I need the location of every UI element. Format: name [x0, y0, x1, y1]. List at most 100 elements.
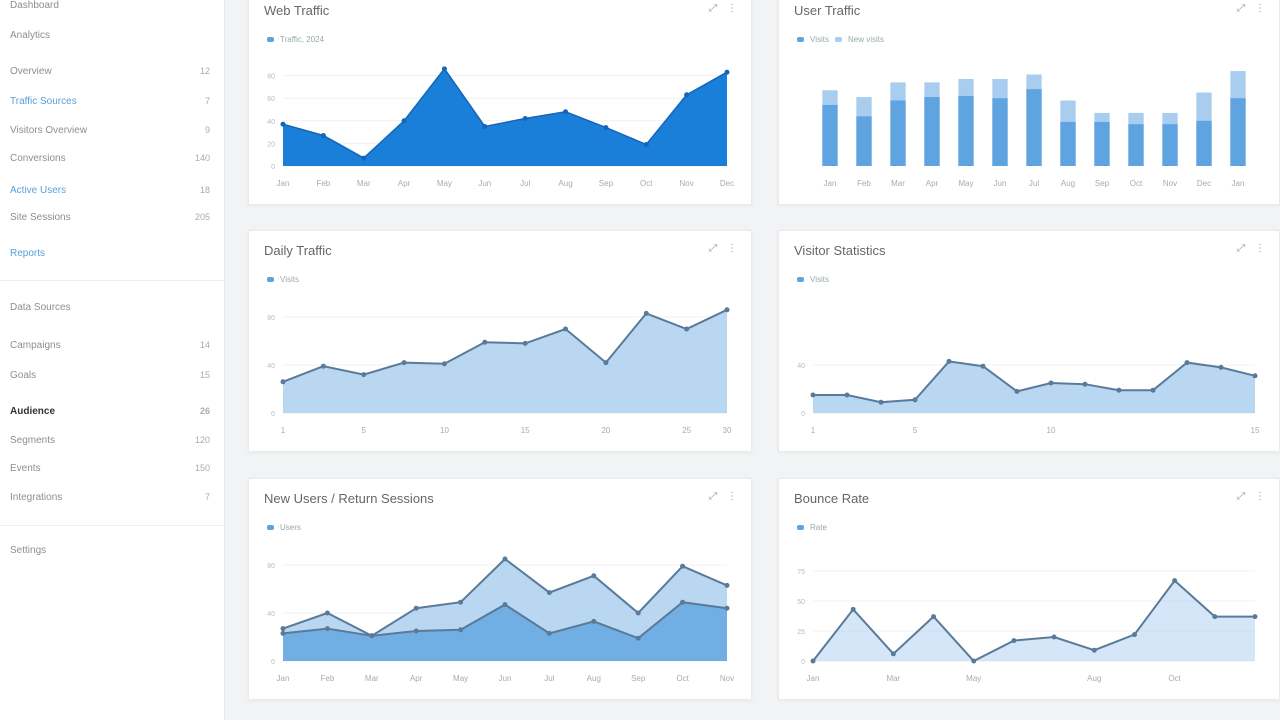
expand-icon[interactable]: ⤢ [709, 491, 717, 502]
data-point [482, 339, 488, 345]
x-tick-label: Jan [824, 179, 837, 188]
x-tick-label: Nov [720, 674, 734, 683]
sidebar-item[interactable]: Active Users 18 [10, 185, 210, 196]
sidebar-item[interactable]: Site Sessions 205 [10, 212, 210, 223]
data-point [361, 372, 367, 378]
series-line [282, 67, 728, 160]
data-point [603, 125, 609, 131]
x-tick-label: Aug [587, 674, 601, 683]
data-point [1014, 388, 1020, 394]
data-point [1048, 380, 1054, 386]
data-point [810, 392, 816, 398]
sidebar-item[interactable]: Segments 120 [10, 435, 210, 446]
data-point [1252, 614, 1258, 620]
x-tick-label: Nov [680, 179, 694, 188]
sidebar-item[interactable]: Goals 15 [10, 370, 210, 381]
sidebar-item[interactable]: Visitors Overview 9 [10, 125, 210, 136]
data-point [320, 132, 326, 138]
menu-icon[interactable]: ⋮ [727, 243, 737, 254]
expand-icon[interactable]: ⤢ [709, 243, 717, 254]
x-tick-label: May [958, 179, 973, 188]
sidebar-item[interactable]: Events 150 [10, 463, 210, 474]
x-tick-label: Jan [277, 674, 290, 683]
x-tick-label: Apr [410, 674, 423, 683]
data-point [591, 618, 597, 624]
y-tick-label: 60 [267, 96, 275, 103]
expand-icon[interactable]: ⤢ [1237, 243, 1245, 254]
sidebar-item-label: Campaigns [10, 340, 61, 351]
x-tick-label: Dec [720, 179, 734, 188]
sidebar-item[interactable]: Integrations 7 [10, 492, 210, 503]
sidebar-item[interactable]: Dashboard [10, 0, 210, 11]
data-point [810, 658, 816, 664]
sidebar-item-count: 140 [194, 153, 210, 163]
data-point [946, 358, 952, 364]
expand-icon[interactable]: ⤢ [709, 3, 717, 14]
sidebar-item[interactable]: Overview 12 [10, 66, 210, 77]
chart: Jan Feb Mar Apr May Jun Jul Aug Sep Oct Nov Dec Jan [822, 71, 1246, 188]
x-tick-label: Apr [926, 179, 939, 188]
menu-icon[interactable]: ⋮ [727, 491, 737, 502]
x-tick-label: May [966, 674, 981, 683]
sidebar-item-label: Integrations [10, 492, 63, 503]
sidebar-item[interactable]: Audience 26 [10, 406, 210, 417]
panel-title: Daily Traffic [264, 243, 332, 258]
legend-label: Visits [280, 275, 299, 284]
x-tick-label: Jul [544, 674, 554, 683]
menu-icon[interactable]: ⋮ [1255, 3, 1265, 14]
sidebar-item-label: Settings [10, 545, 47, 556]
x-tick-label: 20 [601, 426, 610, 435]
data-point [724, 582, 730, 588]
panel-title: Web Traffic [264, 3, 330, 18]
data-point [684, 92, 690, 98]
sidebar-item[interactable]: Traffic Sources 7 [10, 96, 210, 107]
menu-icon[interactable]: ⋮ [1255, 491, 1265, 502]
sidebar-item-label: Visitors Overview [10, 125, 88, 136]
menu-icon[interactable]: ⋮ [727, 3, 737, 14]
data-point [546, 590, 552, 596]
series-line [813, 360, 1256, 404]
sidebar-item-label: Dashboard [10, 0, 59, 11]
bar [958, 95, 974, 166]
x-tick-label: Aug [1061, 179, 1075, 188]
sidebar-item-count: 15 [199, 370, 210, 380]
data-point [980, 363, 986, 369]
chart: 0 25 50 75 Jan Mar May Aug Oct [797, 569, 1258, 683]
data-point [563, 109, 569, 115]
expand-icon[interactable]: ⤢ [1237, 491, 1245, 502]
x-tick-label: Mar [365, 674, 379, 683]
sidebar-item-count: 205 [194, 212, 210, 222]
x-tick-label: Jun [478, 179, 491, 188]
data-point [458, 599, 464, 605]
x-tick-label: 5 [913, 426, 918, 435]
data-point [890, 651, 896, 657]
expand-icon[interactable]: ⤢ [1237, 3, 1245, 14]
menu-icon[interactable]: ⋮ [1255, 243, 1265, 254]
data-point [1082, 381, 1088, 387]
chart: 0 20 40 60 80 Jan Feb Mar Apr May Jun Jul Aug Sep Oct N… [267, 66, 734, 188]
sidebar-item[interactable]: Campaigns 14 [10, 340, 210, 351]
y-tick-label: 25 [797, 629, 805, 636]
x-tick-label: Jul [520, 179, 530, 188]
sidebar-item-label: Overview [10, 66, 52, 77]
sidebar-item-count: 12 [199, 66, 210, 76]
bar [1196, 120, 1212, 166]
legend: Traffic, 2024 [267, 35, 324, 44]
x-tick-label: Feb [857, 179, 871, 188]
sidebar-item[interactable]: Data Sources [10, 302, 210, 313]
data-point [502, 556, 508, 562]
panel-title: Visitor Statistics [794, 243, 886, 258]
sidebar-item[interactable]: Conversions 140 [10, 153, 210, 164]
x-tick-label: Oct [640, 179, 653, 188]
x-tick-label: Sep [631, 674, 646, 683]
legend-swatch [267, 525, 274, 530]
x-tick-label: Mar [891, 179, 905, 188]
data-point [643, 142, 649, 148]
sidebar-item-label: Audience [10, 406, 56, 417]
y-tick-label: 40 [267, 363, 275, 370]
sidebar-item[interactable]: Reports [10, 248, 210, 259]
sidebar-item[interactable]: Analytics [10, 30, 210, 41]
data-point [635, 635, 641, 641]
sidebar-item[interactable]: Settings [10, 545, 210, 556]
